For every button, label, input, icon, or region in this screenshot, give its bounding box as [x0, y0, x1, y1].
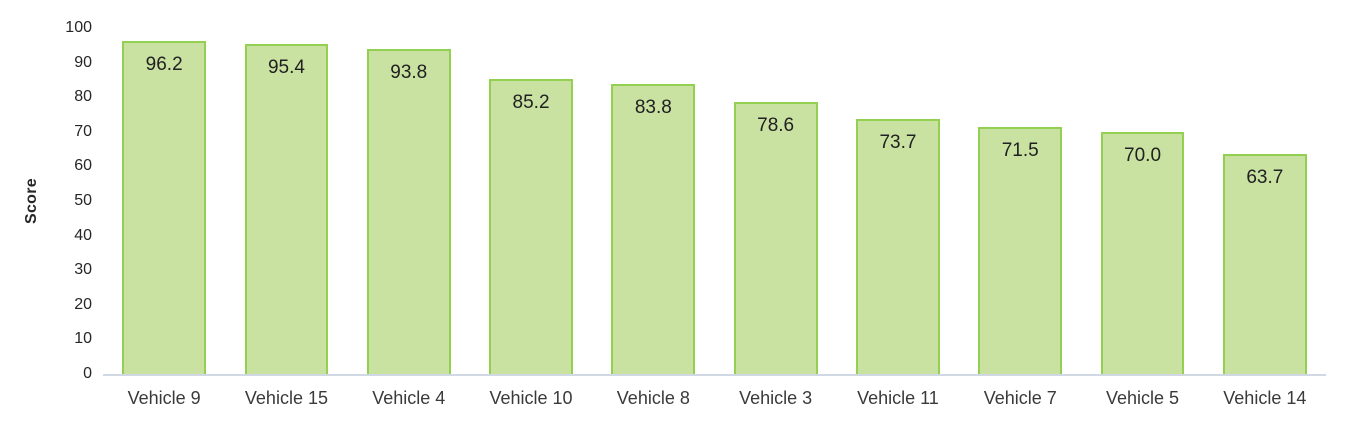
y-tick-label: 80	[74, 88, 92, 106]
bar: 73.7	[856, 119, 940, 374]
x-tick-label: Vehicle 4	[372, 388, 446, 408]
y-tick-label: 40	[74, 226, 92, 244]
y-tick-label: 50	[74, 192, 92, 209]
bar-slot: 95.4 Vehicle 15	[225, 28, 347, 408]
bar-slot: 93.8 Vehicle 4	[348, 28, 470, 408]
bar-slot: 78.6 Vehicle 3	[714, 28, 836, 408]
bar: 93.8	[366, 49, 451, 374]
bar-value-label: 78.6	[757, 115, 795, 137]
bar-value-label: 83.8	[634, 97, 672, 119]
bar-value-label: 63.7	[1246, 166, 1284, 188]
bar: 78.6	[733, 102, 818, 374]
y-tick-label: 90	[74, 53, 92, 71]
x-tick-label: Vehicle 10	[489, 388, 573, 408]
bar: 95.4	[244, 43, 329, 374]
x-tick-label: Vehicle 15	[244, 388, 328, 408]
bar-slot: 71.5 Vehicle 7	[959, 28, 1081, 408]
y-axis: 0 10 20 30 40 50 60 70 80 90 100	[0, 19, 92, 382]
bar-slot: 63.7 Vehicle 14	[1204, 28, 1326, 408]
bar-slot: 73.7 Vehicle 11	[837, 28, 959, 408]
y-tick-label: 60	[74, 157, 92, 175]
bar-slot: 85.2 Vehicle 10	[470, 28, 592, 408]
bar-value-label: 71.5	[1001, 139, 1039, 161]
bar-value-label: 96.2	[145, 54, 183, 76]
x-tick-label: Vehicle 5	[1105, 388, 1180, 408]
bar: 83.8	[611, 84, 696, 374]
bar-value-label: 85.2	[512, 92, 550, 114]
x-tick-label: Vehicle 14	[1223, 388, 1307, 408]
y-tick-label: 0	[83, 365, 92, 382]
bar-value-label: 95.4	[267, 56, 305, 78]
x-tick-label: Vehicle 11	[857, 388, 939, 408]
bar: 70.0	[1100, 131, 1185, 374]
plot-area: 96.2 Vehicle 9 95.4 Vehicle 15 93.8 Vehicle 4…	[103, 28, 1326, 408]
y-tick-label: 70	[74, 122, 92, 140]
bar-value-label: 73.7	[879, 132, 917, 153]
x-tick-label: Vehicle 9	[127, 388, 201, 408]
bar: 85.2	[489, 79, 573, 374]
x-tick-label: Vehicle 8	[616, 388, 690, 408]
y-tick-label: 100	[65, 19, 92, 36]
bar: 96.2	[122, 41, 207, 374]
bar-slot: 83.8 Vehicle 8	[592, 28, 714, 408]
bar-slot: 70.0 Vehicle 5	[1081, 28, 1203, 408]
bar-slot: 96.2 Vehicle 9	[103, 28, 225, 408]
bar-value-label: 93.8	[390, 62, 428, 84]
y-tick-label: 30	[74, 261, 92, 279]
bar: 71.5	[978, 126, 1063, 374]
y-tick-label: 20	[74, 295, 92, 313]
x-tick-label: Vehicle 7	[983, 388, 1057, 408]
x-tick-label: Vehicle 3	[739, 388, 813, 408]
bar: 63.7	[1222, 153, 1307, 374]
y-tick-label: 10	[74, 330, 92, 348]
bar-value-label: 70.0	[1124, 144, 1162, 166]
